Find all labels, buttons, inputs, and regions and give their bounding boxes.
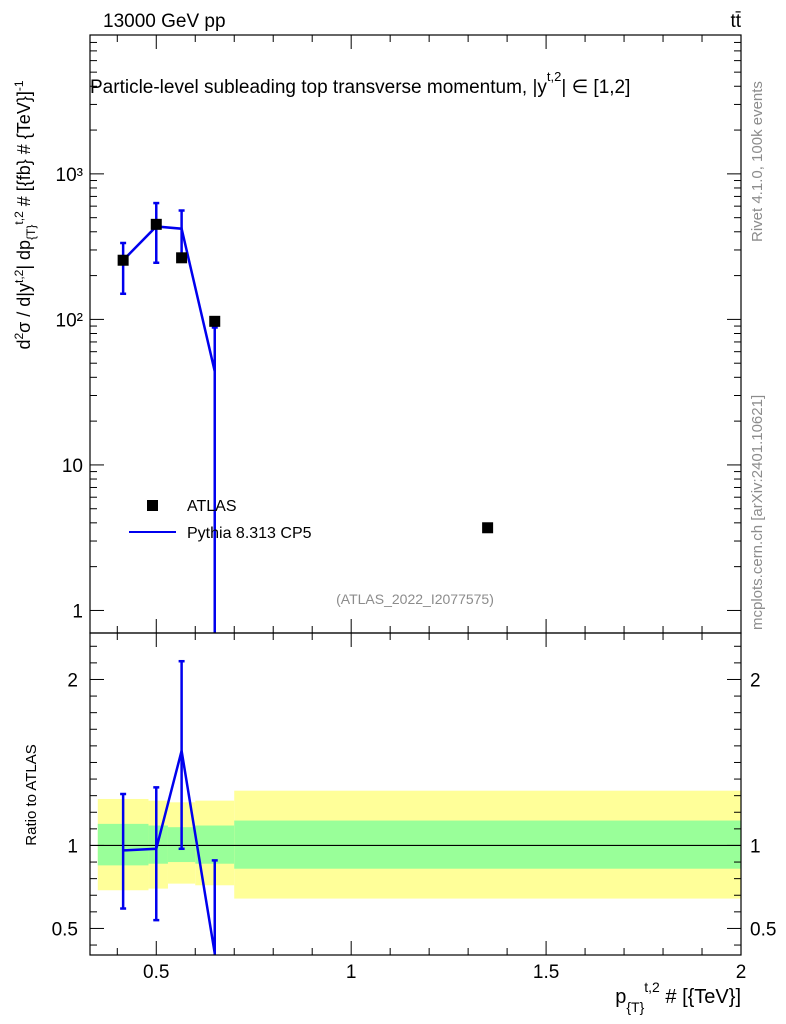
- process-label: tt̄: [730, 11, 741, 32]
- ratio-band-inner-3: [195, 825, 235, 864]
- ratio-ylabel: Ratio to ATLAS: [23, 744, 40, 845]
- main-ytick-label-0: 1: [72, 601, 83, 622]
- mc-series-line: [122, 225, 216, 372]
- title-rest: | ∈ [1,2]: [561, 77, 630, 98]
- ratio-ytick-label-right-0: 0.5: [750, 919, 776, 940]
- ratio-plot-marks: [120, 659, 218, 955]
- x-axis-label: p{T}t,2 # [{TeV}]: [615, 979, 741, 1015]
- atlas-point-0: [117, 254, 129, 266]
- main-ytick-label-1: 10: [62, 456, 83, 477]
- mcplots-label: mcplots.cern.ch [arXiv:2401.10621]: [749, 395, 766, 630]
- legend-atlas-label: ATLAS: [187, 498, 237, 515]
- legend: ATLAS Pythia 8.313 CP5: [129, 498, 312, 542]
- atlas-point-2: [176, 252, 188, 264]
- plot-title: Particle-level subleading top transverse…: [90, 69, 630, 98]
- analysis-id: (ATLAS_2022_I2077575): [336, 591, 494, 607]
- ratio-series-line: [123, 750, 216, 954]
- ratio-frame: [89, 632, 742, 956]
- atlas-point-1: [150, 218, 162, 230]
- energy-label: 13000 GeV pp: [103, 11, 226, 32]
- title-var: y: [537, 77, 547, 98]
- axes: 1 10 10² 10³ 0.5 1 1.5 2 0.5 0.5 1 1 2 2: [52, 34, 776, 983]
- main-ytick-label-3: 10³: [56, 165, 83, 186]
- ratio-ytick-label-left-2: 2: [67, 670, 78, 691]
- atlas-point-3: [209, 315, 221, 327]
- legend-pythia-label: Pythia 8.313 CP5: [187, 525, 312, 542]
- xtick-label-3: 2: [736, 962, 747, 983]
- atlas-point-4: [482, 522, 494, 534]
- title-main: Particle-level subleading top transverse…: [90, 77, 537, 98]
- xtick-label-2: 1.5: [533, 962, 559, 983]
- legend-atlas-marker: [147, 500, 158, 511]
- ratio-ytick-label-left-1: 1: [67, 836, 78, 857]
- main-ytick-label-2: 10²: [56, 310, 83, 331]
- xtick-label-0: 0.5: [143, 962, 169, 983]
- ratio-ytick-label-left-0: 0.5: [52, 919, 78, 940]
- ratio-ytick-label-right-2: 2: [750, 670, 761, 691]
- main-plot-marks: [117, 201, 494, 633]
- ratio-uncertainty-bands: [97, 790, 742, 899]
- xtick-label-1: 1: [346, 962, 357, 983]
- ratio-band-inner-4: [234, 820, 742, 869]
- main-ylabel: d2σ / d|yt,2| dp{T}t,2 # [{fb} # {TeV}]-…: [12, 80, 38, 349]
- title-sup: t,2: [547, 69, 561, 84]
- rivet-label: Rivet 4.1.0, 100k events: [749, 81, 766, 242]
- main-frame: [89, 34, 742, 634]
- ratio-ytick-label-right-1: 1: [750, 836, 761, 857]
